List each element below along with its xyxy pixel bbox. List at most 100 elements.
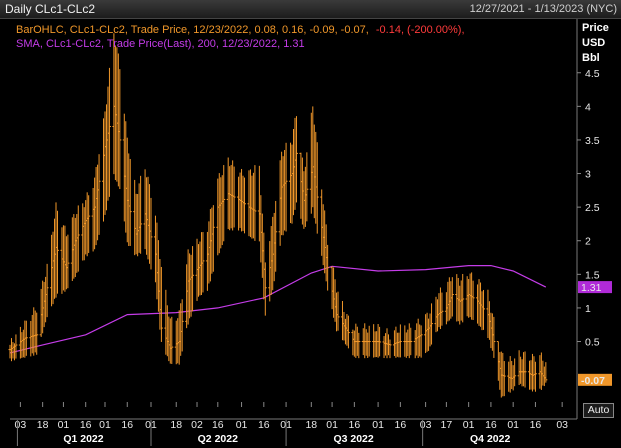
x-tick-label: 18 xyxy=(305,419,317,431)
y-tick-label: 3 xyxy=(585,169,591,181)
ohlc-bar xyxy=(191,246,195,312)
ohlc-bar xyxy=(222,165,226,242)
legend-ohlc: BarOHLC, CLc1-CLc2, Trade Price, 12/23/2… xyxy=(16,24,465,36)
y-axis: 0.5 1 1.5 2 2.5 3 3.5 4 4.5 xyxy=(577,68,600,349)
ohlc-bar xyxy=(305,152,309,222)
ohlc-bar xyxy=(232,166,236,228)
ohlc-bar xyxy=(533,361,537,392)
x-tick-label: 16 xyxy=(258,419,270,431)
x-axis: 03 18 01 16 01 16 01 18 02 16 01 16 01 18 01 16 01 16 03 17… xyxy=(15,402,568,446)
ohlc-bar xyxy=(24,320,28,356)
quarter-label: Q4 2022 xyxy=(470,433,510,445)
x-tick-label: 03 xyxy=(15,419,27,431)
ohlc-bar xyxy=(440,292,444,326)
y-tick-label: 2.5 xyxy=(585,202,600,214)
ohlc-bar xyxy=(398,324,402,358)
y-tick-label: 1.5 xyxy=(585,269,600,281)
quarter-label: Q3 2022 xyxy=(333,433,373,445)
ohlc-bar xyxy=(294,116,298,203)
x-tick-label: 01 xyxy=(507,419,519,431)
ohlc-bar xyxy=(263,262,267,316)
ohlc-bar xyxy=(513,358,517,387)
ohlc-bar xyxy=(450,277,454,317)
y-unit-volume: Bbl xyxy=(582,52,600,64)
ohlc-bar xyxy=(253,165,257,241)
x-tick-label: 01 xyxy=(463,419,475,431)
date-range[interactable]: 12/27/2021 - 1/13/2023 (NYC) xyxy=(469,3,617,15)
x-tick-label: 16 xyxy=(121,419,133,431)
legend: BarOHLC, CLc1-CLc2, Trade Price, 12/23/2… xyxy=(16,24,465,50)
x-tick-label: 16 xyxy=(530,419,542,431)
ohlc-bar xyxy=(107,67,111,197)
x-tick-label: 01 xyxy=(99,419,111,431)
ohlc-bar xyxy=(461,273,465,323)
x-tick-label: 01 xyxy=(58,419,70,431)
y-unit-currency: USD xyxy=(582,37,605,49)
ohlc-bar xyxy=(430,303,434,345)
x-tick-label: 16 xyxy=(212,419,224,431)
ohlc-bar xyxy=(76,205,80,272)
ohlc-bar xyxy=(35,312,39,355)
y-tick-label: 1 xyxy=(585,303,591,315)
ohlc-bar xyxy=(66,234,70,289)
ohlc-bar xyxy=(180,299,184,352)
y-axis-units: Price USD Bbl xyxy=(582,22,609,64)
price-value-tag-text: -0.07 xyxy=(581,375,605,387)
sma-series xyxy=(9,265,547,354)
ohlc-bar xyxy=(336,291,340,331)
x-tick-label: 16 xyxy=(349,419,361,431)
y-tick-label: 0.5 xyxy=(585,337,600,349)
ohlc-bar xyxy=(471,280,475,321)
chart-title: Daily CLc1-CLc2 xyxy=(5,2,96,16)
price-value-tag xyxy=(578,373,612,386)
ohlc-bar xyxy=(14,334,18,359)
legend-sma: SMA, CLc1-CLc2, Trade Price(Last), 200, … xyxy=(16,38,305,50)
x-tick-label: 01 xyxy=(372,419,384,431)
ohlc-bar xyxy=(274,200,278,272)
value-tags: 1.31 -0.07 xyxy=(578,281,612,387)
y-tick-label: 4.5 xyxy=(585,68,600,80)
ohlc-bar xyxy=(357,332,361,359)
ohlc-bar xyxy=(409,327,413,356)
title-bar: Daily CLc1-CLc2 12/27/2021 - 1/13/2023 (… xyxy=(0,0,621,19)
ohlc-series xyxy=(8,33,548,398)
ohlc-bar xyxy=(284,142,288,232)
y-tick-label: 3.5 xyxy=(585,135,600,147)
x-tick-label: 16 xyxy=(395,419,407,431)
x-tick-label: 18 xyxy=(170,419,182,431)
ohlc-bar xyxy=(523,351,527,388)
x-tick-label: 01 xyxy=(236,419,248,431)
ohlc-bar xyxy=(315,142,319,234)
auto-scale-button[interactable]: Auto xyxy=(583,403,614,418)
ohlc-bar xyxy=(201,232,205,293)
ohlc-bar xyxy=(45,263,49,318)
x-tick-label: 01 xyxy=(326,419,338,431)
x-tick-label: 16 xyxy=(485,419,497,431)
ohlc-bar xyxy=(87,195,91,253)
ohlc-bar xyxy=(367,325,371,357)
x-tick-label: 03 xyxy=(420,419,432,431)
x-tick-label: 03 xyxy=(556,419,568,431)
ohlc-bar xyxy=(243,177,247,234)
ohlc-bar xyxy=(492,316,496,358)
y-unit-price: Price xyxy=(582,22,609,34)
ohlc-bar xyxy=(139,175,143,254)
legend-ohlc-change: -0.14, (-200.00%), xyxy=(376,24,465,36)
ohlc-bar xyxy=(326,244,330,291)
ohlc-bar xyxy=(544,362,548,383)
quarter-label: Q1 2022 xyxy=(63,433,103,445)
legend-ohlc-values: BarOHLC, CLc1-CLc2, Trade Price, 12/23/2… xyxy=(16,24,369,36)
ohlc-bar xyxy=(346,315,350,349)
sma-value-tag xyxy=(578,281,612,294)
x-tick-label: 17 xyxy=(441,419,453,431)
y-tick-label: 2 xyxy=(585,236,591,248)
ohlc-bar xyxy=(419,325,423,358)
x-tick-label: 18 xyxy=(37,419,49,431)
sma-line xyxy=(9,265,547,354)
ohlc-bar xyxy=(388,339,392,359)
quarter-label: Q2 2022 xyxy=(198,433,238,445)
ohlc-bar xyxy=(502,361,506,397)
ohlc-bar xyxy=(55,210,59,294)
x-tick-label: 16 xyxy=(80,419,92,431)
